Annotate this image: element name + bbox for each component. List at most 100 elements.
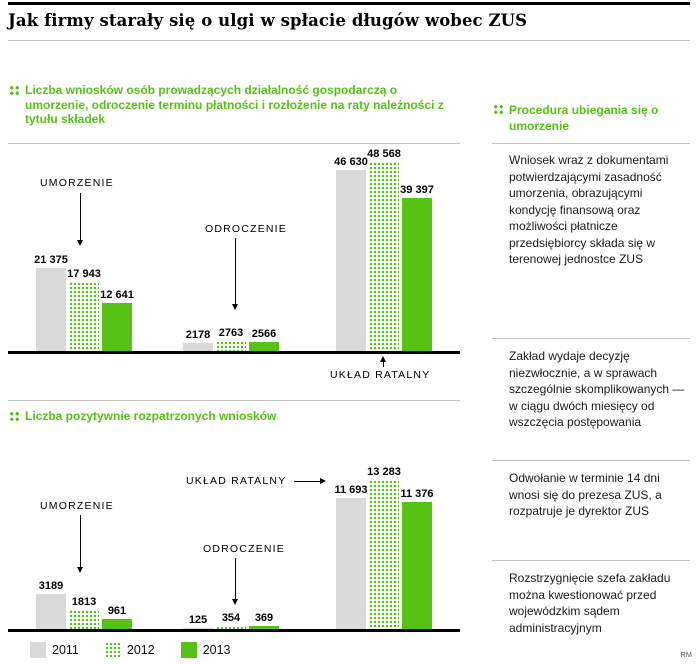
bar-group-odroczenie: 2178 2763 2566 xyxy=(183,327,279,352)
bar-value-label: 11 376 xyxy=(400,488,434,500)
bar-column: 354 xyxy=(216,612,246,630)
chart1-annotation-odroczenie: ODROCZENIE xyxy=(205,223,288,235)
down-arrow-line xyxy=(80,515,81,567)
bar-column: 3189 xyxy=(36,580,66,630)
chart2-annotation-uklad-ratalny: UKŁAD RATALNY xyxy=(186,475,287,487)
bar-column: 961 xyxy=(102,605,132,630)
sidebar-divider xyxy=(492,338,690,339)
bar-2012 xyxy=(369,480,399,630)
bar-group-umorzenie: 21 375 17 943 12 641 xyxy=(34,254,134,352)
down-arrow-icon xyxy=(77,240,83,246)
chart2-heading-text: Liczba pozytywnie rozpatrzonych wniosków xyxy=(25,409,277,423)
bar-value-label: 1813 xyxy=(71,596,97,608)
sidebar-divider xyxy=(492,143,690,144)
bar-value-label: 48 568 xyxy=(367,148,401,160)
sidebar-block-1: Wniosek wraz z dokumentami potwierdzając… xyxy=(509,153,669,266)
bar-column: 12 641 xyxy=(100,289,134,352)
chart1-bars: 21 375 17 943 12 641 2178 2763 2566 46 630 48 5… xyxy=(8,143,460,352)
chart1-x-axis xyxy=(8,351,460,354)
bar-2013 xyxy=(249,626,279,630)
sidebar-heading: Procedura ubiegania się o umorzenie xyxy=(492,102,692,134)
right-arrow-line xyxy=(294,481,320,482)
chart-applications: 21 375 17 943 12 641 2178 2763 2566 46 630 48 5… xyxy=(8,143,460,383)
bar-column: 2763 xyxy=(216,327,246,352)
legend-label: 2013 xyxy=(202,643,231,657)
bar-value-label: 2763 xyxy=(218,327,244,339)
bar-value-label: 21 375 xyxy=(34,254,68,266)
bar-column: 125 xyxy=(183,614,213,630)
bar-group-układ-ratalny: 46 630 48 568 39 397 xyxy=(334,148,434,352)
chart1-heading-text: Liczba wniosków osób prowadzących działa… xyxy=(25,83,444,126)
bar-2012 xyxy=(369,162,399,352)
bar-column: 46 630 xyxy=(334,156,368,352)
bar-value-label: 11 693 xyxy=(334,484,368,496)
legend-item-2011: 2011 xyxy=(30,642,79,658)
bar-value-label: 39 397 xyxy=(400,184,434,196)
bar-column: 369 xyxy=(249,612,279,630)
dots-icon xyxy=(9,85,20,96)
dots-icon xyxy=(493,104,504,115)
bar-group-układ-ratalny: 11 693 13 283 11 376 xyxy=(334,466,434,630)
legend-item-2012: 2012 xyxy=(104,642,155,658)
chart1-heading: Liczba wniosków osób prowadzących działa… xyxy=(8,83,468,127)
bar-2013 xyxy=(102,303,132,352)
right-arrow-icon xyxy=(320,478,326,484)
chart2-annotation-umorzenie: UMORZENIE xyxy=(40,500,114,512)
bar-group-odroczenie: 125 354 369 xyxy=(183,612,279,630)
down-arrow-icon xyxy=(232,304,238,310)
legend-label: 2011 xyxy=(52,643,79,657)
bar-value-label: 369 xyxy=(254,612,274,624)
bar-column: 17 943 xyxy=(67,268,101,352)
chart-approved: 3189 1813 961 125 354 369 11 693 13 283 11 376 U… xyxy=(8,430,460,664)
up-arrow-line xyxy=(383,362,384,367)
bar-2013 xyxy=(402,502,432,630)
bar-2011 xyxy=(183,343,213,352)
chart1-top-divider xyxy=(8,143,460,144)
bar-column: 48 568 xyxy=(367,148,401,352)
bar-2012 xyxy=(69,282,99,352)
bar-column: 21 375 xyxy=(34,254,68,352)
top-rule xyxy=(8,2,690,5)
bar-column: 39 397 xyxy=(400,184,434,352)
legend-swatch-green xyxy=(180,642,197,658)
chart2-heading: Liczba pozytywnie rozpatrzonych wniosków xyxy=(8,409,468,424)
down-arrow-line xyxy=(80,193,81,240)
sidebar-divider xyxy=(492,560,690,561)
down-arrow-icon xyxy=(77,567,83,573)
legend-label: 2012 xyxy=(126,643,155,657)
dots-icon xyxy=(9,411,20,422)
bar-column: 1813 xyxy=(69,596,99,630)
bar-2011 xyxy=(36,594,66,630)
bar-value-label: 12 641 xyxy=(100,289,134,301)
sidebar-block-2: Zakład wydaje decyzję niezwłocznie, a w … xyxy=(509,349,685,429)
bar-column: 11 693 xyxy=(334,484,368,630)
chart2-top-divider xyxy=(8,400,460,401)
bar-2012 xyxy=(216,341,246,352)
legend-swatch-dotted xyxy=(104,642,121,658)
up-arrow-icon xyxy=(380,356,386,362)
bar-column: 2178 xyxy=(183,329,213,352)
bar-value-label: 961 xyxy=(107,605,127,617)
sidebar-block-4: Rozstrzygnięcie szefa zakładu można kwes… xyxy=(509,571,671,635)
bar-2013 xyxy=(249,342,279,352)
bar-2011 xyxy=(36,268,66,352)
bar-2011 xyxy=(336,498,366,630)
bar-column: 2566 xyxy=(249,328,279,352)
bar-2012 xyxy=(216,626,246,630)
title-divider xyxy=(8,40,690,41)
bar-value-label: 3189 xyxy=(38,580,64,592)
bar-value-label: 125 xyxy=(188,614,208,626)
page-title: Jak firmy starały się o ulgi w spłacie d… xyxy=(8,11,528,30)
legend-item-2013: 2013 xyxy=(180,642,231,658)
bar-2011 xyxy=(336,170,366,352)
bar-value-label: 13 283 xyxy=(367,466,401,478)
bar-value-label: 46 630 xyxy=(334,156,368,168)
bar-value-label: 2566 xyxy=(251,328,277,340)
bar-2013 xyxy=(102,619,132,630)
chart1-annotation-umorzenie: UMORZENIE xyxy=(40,177,114,189)
bar-column: 13 283 xyxy=(367,466,401,630)
bar-value-label: 17 943 xyxy=(67,268,101,280)
legend-swatch-gray xyxy=(30,642,46,658)
credit: RM xyxy=(680,650,692,659)
